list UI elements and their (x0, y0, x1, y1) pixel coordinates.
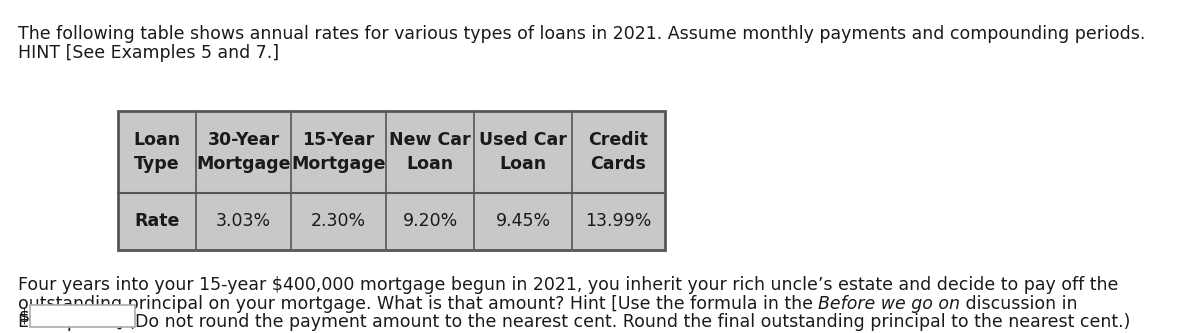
Text: Used Car
Loan: Used Car Loan (479, 131, 566, 173)
Text: Example 6.] (Do not round the payment amount to the nearest cent. Round the fina: Example 6.] (Do not round the payment am… (18, 313, 1130, 331)
Text: Loan
Type: Loan Type (133, 131, 180, 173)
Text: 9.20%: 9.20% (402, 212, 457, 230)
Text: Four years into your 15-year $400,000 mortgage begun in 2021, you inherit your r: Four years into your 15-year $400,000 mo… (18, 276, 1118, 294)
Text: Credit
Cards: Credit Cards (588, 131, 648, 173)
Text: New Car
Loan: New Car Loan (389, 131, 470, 173)
Text: 13.99%: 13.99% (586, 212, 652, 230)
Text: $: $ (18, 307, 29, 325)
Text: 15-Year
Mortgage: 15-Year Mortgage (292, 131, 385, 173)
Text: outstanding principal on your mortgage. What is that amount? Hint [Use the formu: outstanding principal on your mortgage. … (18, 295, 818, 313)
Text: 3.03%: 3.03% (216, 212, 271, 230)
Text: Rate: Rate (134, 212, 180, 230)
Text: 2.30%: 2.30% (311, 212, 366, 230)
Text: HINT [See Examples 5 and 7.]: HINT [See Examples 5 and 7.] (18, 44, 280, 62)
Text: 9.45%: 9.45% (496, 212, 551, 230)
Text: discussion in: discussion in (960, 295, 1078, 313)
Text: Before we go on: Before we go on (818, 295, 960, 313)
Text: 30-Year
Mortgage: 30-Year Mortgage (197, 131, 290, 173)
Text: The following table shows annual rates for various types of loans in 2021. Assum: The following table shows annual rates f… (18, 25, 1145, 43)
